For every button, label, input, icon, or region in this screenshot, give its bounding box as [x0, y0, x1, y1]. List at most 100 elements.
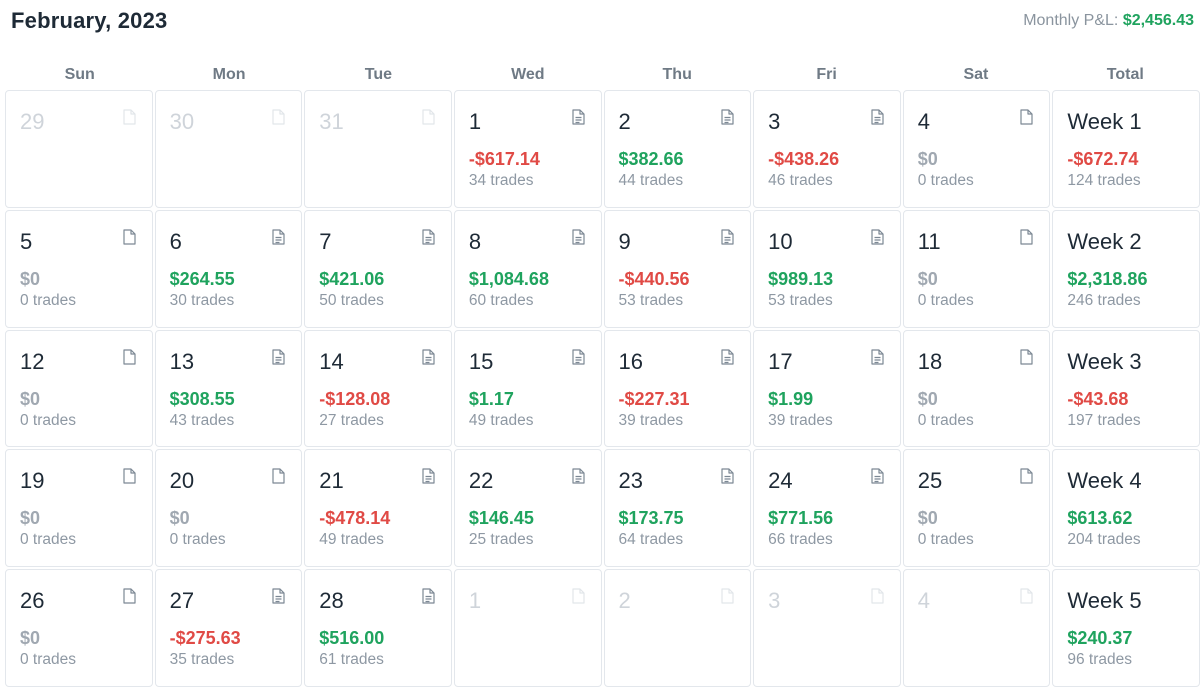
day-cell[interactable]: 27 -$275.63 35 trades — [154, 569, 303, 687]
day-cell[interactable]: 28 $516.00 61 trades — [304, 569, 452, 687]
file-text-icon[interactable] — [422, 229, 435, 245]
day-number: 6 — [169, 228, 182, 254]
week-total-cell[interactable]: Week 5 $240.37 96 trades — [1052, 569, 1200, 687]
day-cell[interactable]: 24 $771.56 66 trades — [753, 449, 901, 568]
day-cell[interactable]: 20 $0 0 trades — [154, 449, 303, 568]
weekday-sun: Sun — [64, 66, 95, 83]
file-text-icon[interactable] — [721, 348, 734, 365]
file-blank-icon[interactable] — [123, 109, 136, 125]
day-number: 5 — [20, 228, 33, 254]
day-trade-count: 0 trades — [20, 531, 77, 549]
day-number: 14 — [319, 348, 344, 374]
day-cell[interactable]: 3 -$438.26 46 trades — [753, 90, 901, 208]
file-blank-icon[interactable] — [1020, 348, 1033, 365]
week-total-cell[interactable]: Week 2 $2,318.86 246 trades — [1052, 209, 1200, 328]
day-pnl: -$617.14 — [468, 149, 540, 169]
day-cell[interactable]: 19 $0 0 trades — [5, 449, 153, 568]
day-trade-count: 60 trades — [468, 291, 534, 309]
day-cell[interactable]: 3 — [753, 569, 901, 687]
day-cell[interactable]: 31 — [304, 90, 452, 208]
day-pnl: $173.75 — [618, 508, 684, 529]
file-blank-icon[interactable] — [422, 109, 435, 125]
day-cell[interactable]: 15 $1.17 49 trades — [453, 329, 602, 448]
day-cell[interactable]: 7 $421.06 50 trades — [304, 209, 452, 328]
file-text-icon[interactable] — [871, 348, 884, 365]
day-cell[interactable]: 12 $0 0 trades — [5, 329, 153, 448]
weekday-thu: Thu — [662, 66, 692, 83]
day-cell[interactable]: 13 $308.55 43 trades — [154, 329, 303, 448]
day-cell[interactable]: 5 $0 0 trades — [5, 209, 153, 328]
day-cell[interactable]: 18 $0 0 trades — [902, 329, 1051, 448]
day-trade-count: 0 trades — [917, 411, 974, 429]
day-number: 9 — [618, 228, 631, 254]
file-blank-icon[interactable] — [871, 588, 884, 604]
day-number: 8 — [468, 228, 482, 254]
day-cell[interactable]: 16 -$227.31 39 trades — [603, 329, 752, 448]
day-cell[interactable]: 29 — [5, 90, 153, 208]
file-blank-icon[interactable] — [1020, 468, 1033, 484]
file-blank-icon[interactable] — [123, 468, 136, 484]
file-text-icon[interactable] — [871, 229, 884, 245]
day-cell[interactable]: 1 — [453, 569, 602, 687]
file-text-icon[interactable] — [721, 109, 734, 125]
file-text-icon[interactable] — [272, 348, 285, 365]
day-cell[interactable]: 23 $173.75 64 trades — [603, 449, 752, 568]
day-cell[interactable]: 8 $1,084.68 60 trades — [453, 209, 602, 328]
day-cell[interactable]: 25 $0 0 trades — [902, 449, 1051, 568]
day-number: 16 — [618, 348, 643, 374]
day-cell[interactable]: 9 -$440.56 53 trades — [603, 209, 752, 328]
day-pnl: -$128.08 — [319, 388, 391, 409]
file-blank-icon[interactable] — [571, 588, 585, 604]
file-text-icon[interactable] — [721, 229, 734, 245]
day-pnl: $382.66 — [618, 149, 684, 169]
file-blank-icon[interactable] — [272, 468, 285, 484]
day-pnl: $0 — [20, 268, 41, 289]
file-text-icon[interactable] — [571, 229, 585, 245]
day-cell[interactable]: 2 $382.66 44 trades — [603, 90, 752, 208]
file-blank-icon[interactable] — [123, 348, 136, 365]
weekday-wed: Wed — [511, 66, 545, 83]
day-cell[interactable]: 1 -$617.14 34 trades — [453, 90, 602, 208]
week-label: Week 3 — [1067, 348, 1142, 374]
day-trade-count: 43 trades — [169, 411, 235, 429]
day-cell[interactable]: 21 -$478.14 49 trades — [304, 449, 452, 568]
file-text-icon[interactable] — [871, 109, 884, 125]
file-blank-icon[interactable] — [1020, 229, 1033, 245]
file-blank-icon[interactable] — [123, 588, 136, 604]
file-text-icon[interactable] — [422, 468, 435, 484]
week-total-cell[interactable]: Week 4 $613.62 204 trades — [1052, 449, 1200, 568]
day-cell[interactable]: 4 — [902, 569, 1051, 687]
day-number: 30 — [169, 109, 195, 134]
file-text-icon[interactable] — [571, 468, 585, 484]
day-cell[interactable]: 22 $146.45 25 trades — [453, 449, 602, 568]
day-cell[interactable]: 4 $0 0 trades — [902, 90, 1051, 208]
file-text-icon[interactable] — [721, 468, 734, 484]
day-cell[interactable]: 2 — [603, 569, 752, 687]
week-pnl: $2,318.86 — [1067, 268, 1148, 289]
file-blank-icon[interactable] — [721, 588, 734, 604]
week-total-cell[interactable]: Week 3 -$43.68 197 trades — [1052, 329, 1200, 448]
day-cell[interactable]: 11 $0 0 trades — [902, 209, 1051, 328]
file-text-icon[interactable] — [571, 348, 585, 365]
day-cell[interactable]: 14 -$128.08 27 trades — [304, 329, 452, 448]
day-trade-count: 27 trades — [319, 411, 384, 429]
file-blank-icon[interactable] — [123, 229, 136, 245]
day-cell[interactable]: 26 $0 0 trades — [5, 569, 153, 687]
file-blank-icon[interactable] — [1020, 588, 1033, 604]
day-cell[interactable]: 17 $1.99 39 trades — [753, 329, 901, 448]
file-text-icon[interactable] — [422, 588, 435, 604]
file-text-icon[interactable] — [871, 468, 884, 484]
file-text-icon[interactable] — [272, 229, 285, 245]
day-cell[interactable]: 30 — [154, 90, 303, 208]
day-cell[interactable]: 6 $264.55 30 trades — [154, 209, 303, 328]
week-pnl: -$43.68 — [1067, 388, 1129, 409]
day-pnl: -$478.14 — [319, 508, 391, 529]
file-text-icon[interactable] — [422, 348, 435, 365]
calendar-grid: 29 30 31 1 -$617.14 34 trades 2 $382.66 44 trade… — [5, 90, 1200, 687]
file-blank-icon[interactable] — [272, 109, 285, 125]
file-text-icon[interactable] — [571, 109, 585, 125]
file-blank-icon[interactable] — [1020, 109, 1033, 125]
day-cell[interactable]: 10 $989.13 53 trades — [753, 209, 901, 328]
week-total-cell[interactable]: Week 1 -$672.74 124 trades — [1052, 90, 1200, 208]
file-text-icon[interactable] — [272, 588, 285, 604]
